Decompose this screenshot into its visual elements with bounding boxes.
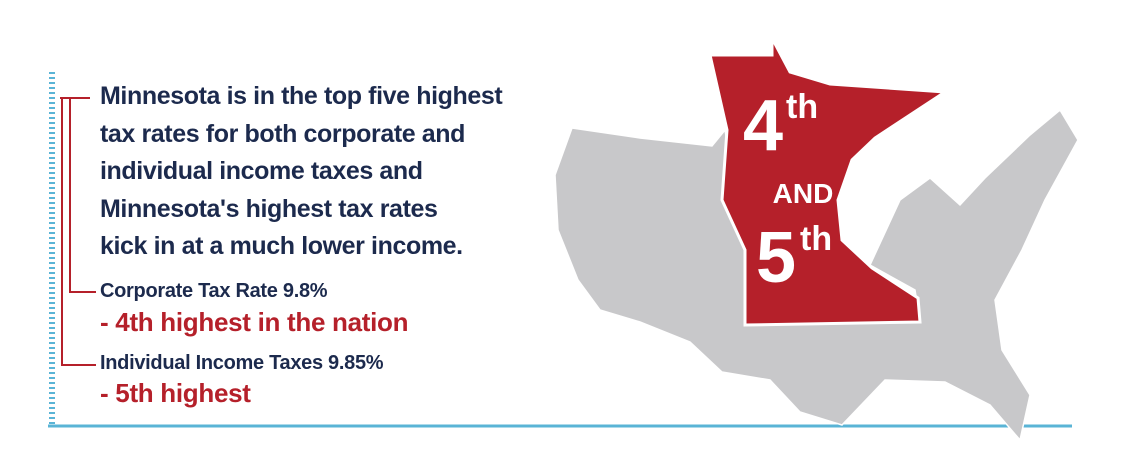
headline: Minnesota is in the top five highest tax…: [100, 78, 620, 266]
headline-line: Minnesota is in the top five highest: [100, 82, 503, 110]
headline-line: Minnesota's highest tax rates: [100, 194, 438, 223]
badge-joiner: AND: [773, 178, 834, 209]
item-note: - 4th highest in the nation: [100, 307, 409, 337]
badge-number: 5: [756, 218, 796, 298]
item-label: Corporate Tax Rate 9.8%: [100, 280, 328, 302]
headline-line: kick in at a much lower income.: [100, 232, 463, 260]
headline-line: tax rates for both corporate and: [100, 119, 466, 148]
bracket: [61, 98, 96, 366]
badge-suffix: th: [800, 220, 832, 258]
minnesota: [708, 37, 950, 327]
badge-suffix: th: [786, 88, 818, 126]
badge-number: 4: [743, 86, 783, 166]
headline-line: individual income taxes and: [100, 157, 423, 185]
item-note: - 5th highest: [100, 378, 251, 408]
item-label: Individual Income Taxes 9.85%: [100, 352, 384, 374]
bracket: [69, 98, 96, 293]
